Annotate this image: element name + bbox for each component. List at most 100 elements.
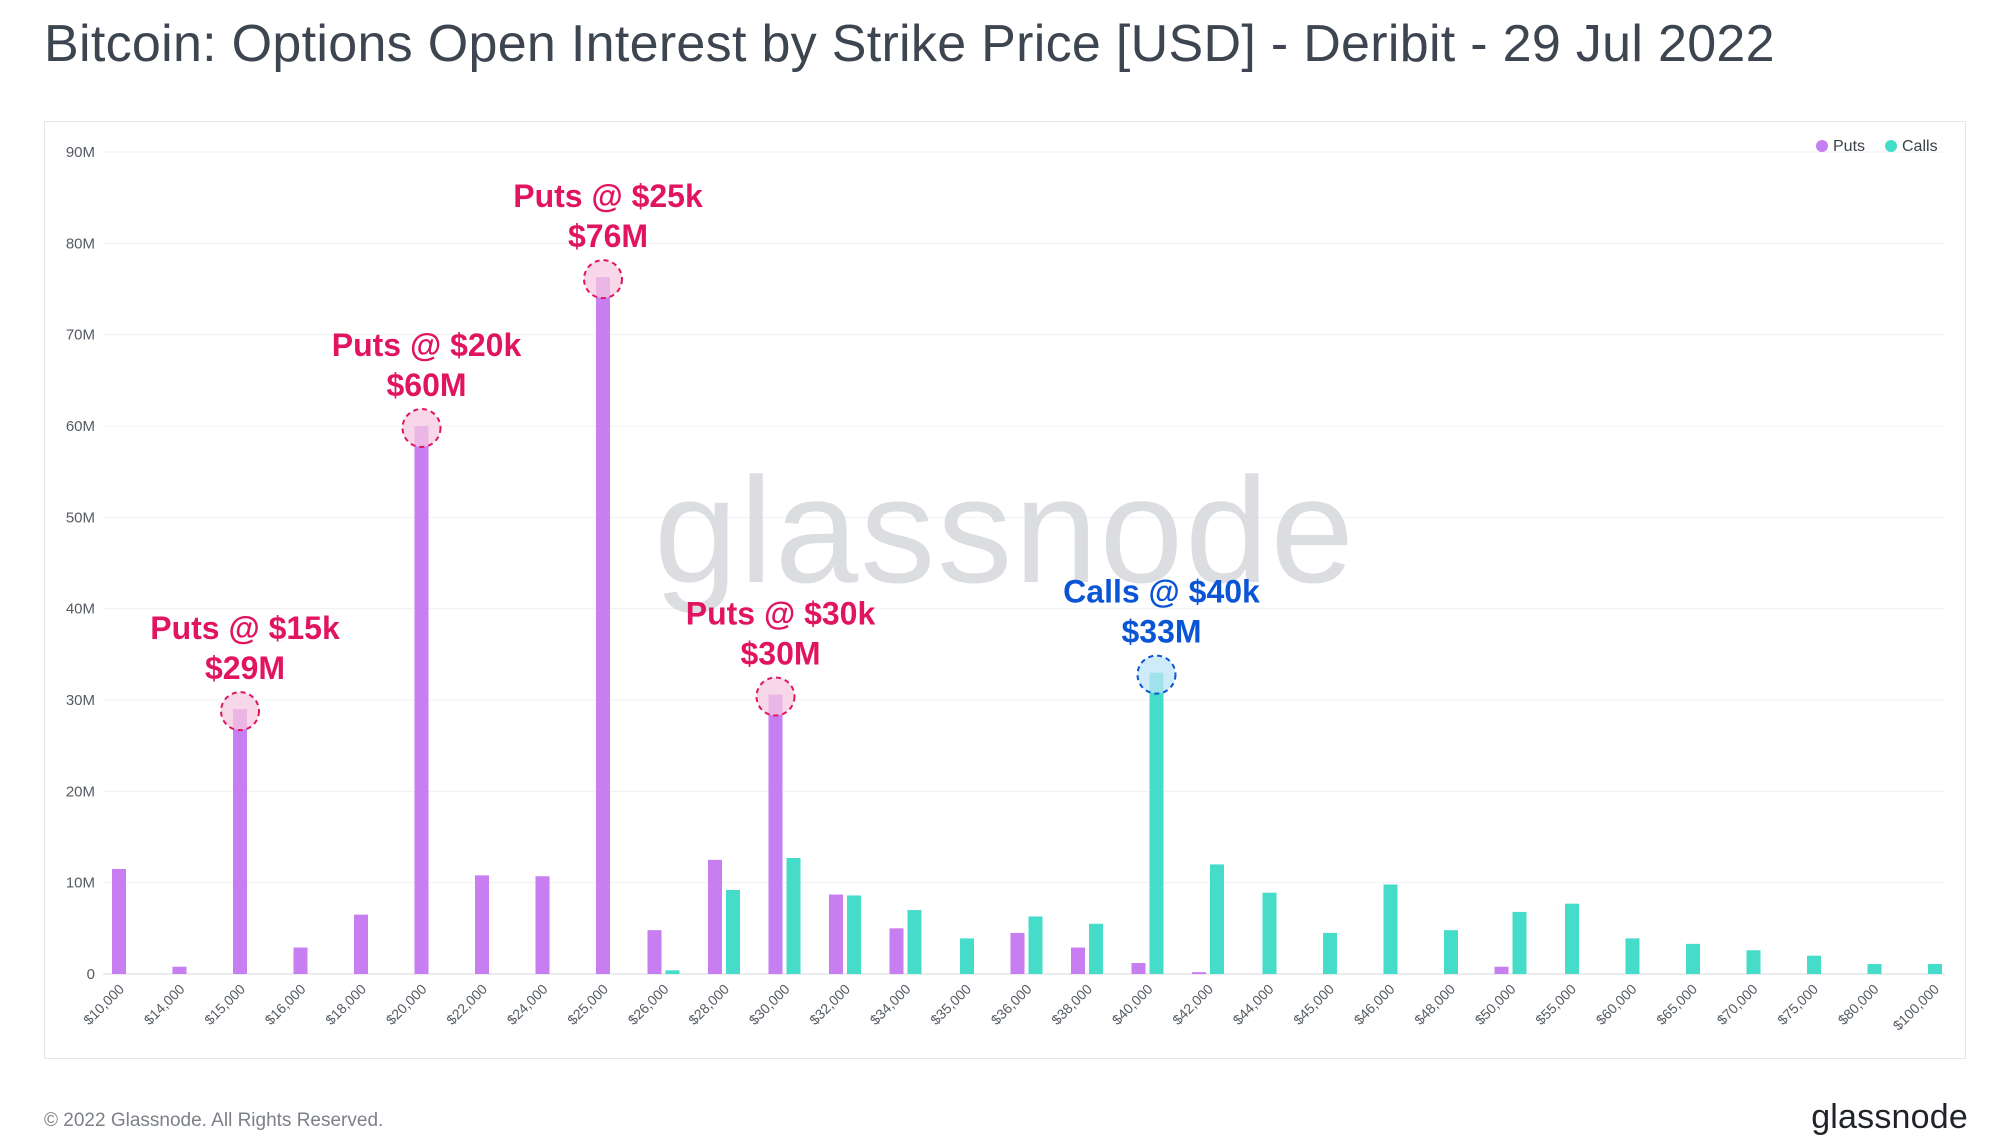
puts-bar[interactable] <box>596 277 610 974</box>
x-tick-label: $42,000 <box>1169 981 1216 1028</box>
y-tick-label: 30M <box>66 692 95 709</box>
annotation-value: $33M <box>1121 614 1201 650</box>
puts-bar[interactable] <box>172 966 187 974</box>
calls-bar[interactable] <box>1512 911 1527 974</box>
puts-bar[interactable] <box>1071 947 1085 974</box>
brand-logo[interactable]: glassnode <box>1811 1098 1968 1136</box>
puts-bar[interactable] <box>535 876 550 974</box>
x-tick-label: $46,000 <box>1351 981 1398 1028</box>
puts-bar[interactable] <box>889 928 904 974</box>
x-tick-label: $14,000 <box>141 981 188 1028</box>
puts-bar[interactable] <box>708 859 722 974</box>
annotation-label: Puts @ $20k <box>332 327 522 363</box>
annotation-label: Puts @ $30k <box>686 596 876 632</box>
calls-bar[interactable] <box>1928 963 1942 974</box>
y-tick-label: 10M <box>66 875 95 892</box>
x-tick-label: $20,000 <box>383 981 430 1028</box>
annotation-label: Puts @ $25k <box>513 178 703 214</box>
puts-bar[interactable] <box>768 694 783 974</box>
chart-title: Bitcoin: Options Open Interest by Strike… <box>44 15 1775 73</box>
x-tick-label: $44,000 <box>1230 981 1277 1028</box>
x-tick-label: $60,000 <box>1593 981 1640 1028</box>
x-tick-label: $15,000 <box>201 981 248 1028</box>
calls-bar[interactable] <box>1149 672 1164 974</box>
legend-label[interactable]: Puts <box>1833 138 1865 155</box>
y-tick-label: 80M <box>66 235 95 252</box>
calls-bar[interactable] <box>907 910 922 974</box>
chart-panel: 0 10M 20M 30M 40M 50M 60M 70M 80M 90M glassnode $10… <box>44 121 1966 1059</box>
x-tick-label: $75,000 <box>1774 981 1821 1028</box>
calls-bar[interactable] <box>1262 892 1277 974</box>
puts-bar[interactable] <box>1192 972 1206 974</box>
x-tick-label: $16,000 <box>262 981 309 1028</box>
annotation-marker <box>755 676 796 717</box>
x-tick-label: $30,000 <box>746 981 793 1028</box>
calls-bar[interactable] <box>1444 930 1458 974</box>
calls-bar[interactable] <box>1383 884 1398 974</box>
puts-bar[interactable] <box>1131 963 1146 974</box>
x-tick-label: $100,000 <box>1890 981 1943 1034</box>
calls-bar[interactable] <box>1807 955 1821 974</box>
calls-bar[interactable] <box>665 970 680 974</box>
annotation-marker <box>401 408 442 448</box>
calls-bar[interactable] <box>1210 864 1224 974</box>
calls-bar[interactable] <box>786 858 801 974</box>
annotation-value: $29M <box>205 650 285 686</box>
legend-label[interactable]: Calls <box>1902 138 1938 155</box>
puts-bar[interactable] <box>354 914 368 974</box>
puts-bar[interactable] <box>233 709 247 974</box>
annotation-value: $76M <box>568 218 648 254</box>
x-tick-label: $36,000 <box>988 981 1035 1028</box>
x-tick-label: $50,000 <box>1472 981 1519 1028</box>
x-tick-label: $26,000 <box>625 981 672 1028</box>
puts-bar[interactable] <box>414 426 429 974</box>
x-tick-label: $10,000 <box>80 981 127 1028</box>
calls-bar[interactable] <box>1686 943 1700 974</box>
calls-bar[interactable] <box>1028 916 1043 974</box>
x-tick-label: $65,000 <box>1653 981 1700 1028</box>
x-tick-label: $55,000 <box>1532 981 1579 1028</box>
puts-bar[interactable] <box>293 947 308 974</box>
calls-bar[interactable] <box>960 938 974 974</box>
calls-bar[interactable] <box>1565 903 1579 974</box>
puts-bar[interactable] <box>1494 966 1509 974</box>
calls-bar[interactable] <box>726 889 740 974</box>
x-tick-label: $38,000 <box>1048 981 1095 1028</box>
y-tick-label: 70M <box>66 327 95 344</box>
annotation-value: $30M <box>740 636 820 672</box>
x-tick-label: $18,000 <box>322 981 369 1028</box>
puts-bar[interactable] <box>112 868 126 974</box>
y-tick-label: 50M <box>66 509 95 526</box>
puts-bar[interactable] <box>829 894 843 974</box>
annotation-marker <box>583 259 623 300</box>
puts-bar[interactable] <box>1010 932 1025 974</box>
y-tick-label: 0 <box>87 966 95 983</box>
annotation-marker <box>220 691 260 732</box>
x-tick-label: $80,000 <box>1835 981 1882 1028</box>
x-tick-label: $34,000 <box>867 981 914 1028</box>
calls-bar[interactable] <box>1867 963 1882 974</box>
calls-bar[interactable] <box>1089 923 1103 974</box>
x-tick-label: $22,000 <box>443 981 490 1028</box>
watermark-logo: glassnode <box>654 446 1356 614</box>
annotation-value: $60M <box>386 367 466 403</box>
y-tick-label: 40M <box>66 601 95 618</box>
y-tick-label: 20M <box>66 783 95 800</box>
calls-bar[interactable] <box>847 895 861 974</box>
x-tick-label: $35,000 <box>927 981 974 1028</box>
copyright-notice: © 2022 Glassnode. All Rights Reserved. <box>44 1110 384 1131</box>
x-tick-label: $28,000 <box>685 981 732 1028</box>
legend-marker <box>1885 140 1897 152</box>
annotation-marker <box>1136 654 1177 695</box>
x-tick-label: $48,000 <box>1411 981 1458 1028</box>
annotation-label: Calls @ $40k <box>1063 574 1260 610</box>
x-tick-label: $45,000 <box>1290 981 1337 1028</box>
x-tick-label: $70,000 <box>1714 981 1761 1028</box>
x-tick-label: $40,000 <box>1109 981 1156 1028</box>
calls-bar[interactable] <box>1625 938 1640 974</box>
calls-bar[interactable] <box>1323 932 1337 974</box>
puts-bar[interactable] <box>647 930 662 974</box>
calls-bar[interactable] <box>1746 950 1761 974</box>
x-tick-label: $25,000 <box>564 981 611 1028</box>
puts-bar[interactable] <box>475 875 489 974</box>
